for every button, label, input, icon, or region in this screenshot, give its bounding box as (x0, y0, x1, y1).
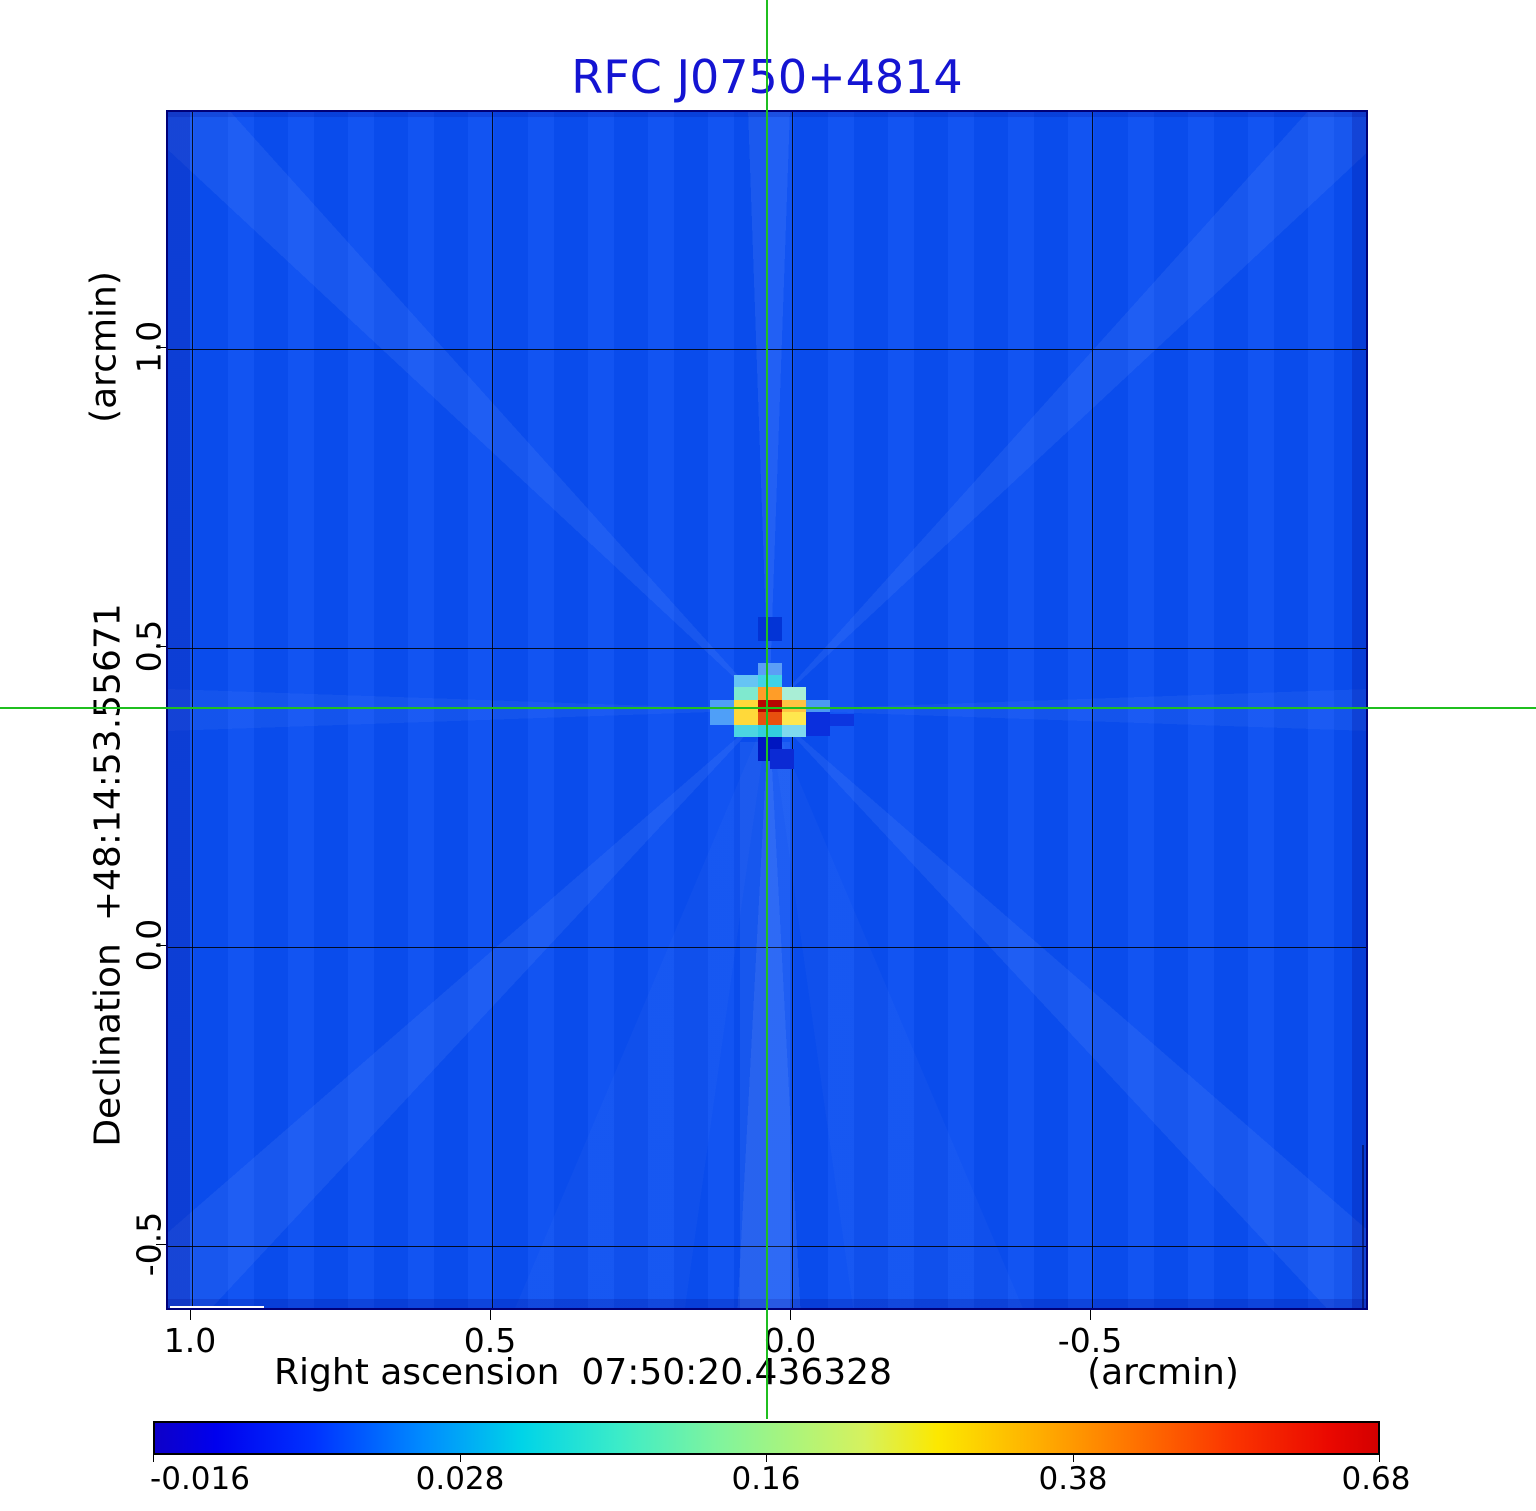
colorbar-tick (460, 1455, 461, 1462)
colorbar-tick-label: 0.38 (1038, 1461, 1108, 1497)
source-pixel (782, 712, 806, 725)
x-axis-title: Right ascension 07:50:20.436328 (274, 1352, 892, 1393)
map-edge-right (1352, 112, 1366, 1308)
x-tick--0.5 (1090, 1310, 1091, 1320)
colorbar-tick (153, 1455, 154, 1462)
source-pixel (830, 714, 854, 726)
source-pixel (758, 617, 782, 641)
grid-line-ra--0.5 (1092, 112, 1093, 1308)
x-axis-name: Right ascension (274, 1352, 560, 1393)
source-pixel (734, 675, 758, 687)
x-tick-1.0 (190, 1310, 191, 1320)
y-tick-label: 0.5 (129, 619, 169, 673)
source-pixel (758, 663, 782, 675)
x-tick-label: 0.5 (463, 1321, 517, 1360)
source-pixel (758, 687, 782, 700)
y-tick-label: 1.0 (129, 320, 169, 374)
x-axis-unit: (arcmin) (1087, 1352, 1239, 1393)
colorbar-tick-label: 0.16 (731, 1461, 801, 1497)
crosshair-vertical-line (766, 0, 768, 1419)
source-pixel (710, 700, 734, 725)
source-pixel (734, 725, 758, 737)
y-tick-label: 0.0 (129, 918, 169, 972)
y-tick-0.5 (156, 646, 166, 647)
source-pixel (758, 675, 782, 687)
central-source (168, 112, 1366, 1308)
scale-bar (170, 1306, 264, 1308)
source-pixel (734, 700, 758, 725)
y-axis-unit: (arcmin) (83, 271, 125, 423)
y-axis-name: Declination (87, 943, 129, 1147)
source-pixel (770, 749, 794, 769)
x-tick-label: -0.5 (1057, 1321, 1123, 1360)
y-tick-1.0 (156, 347, 166, 348)
edge-artifact-line (1362, 1145, 1364, 1308)
source-pixel (758, 712, 782, 725)
x-tick-label: 1.0 (163, 1321, 217, 1360)
crosshair-horizontal-line (0, 707, 1536, 709)
x-tick-0.5 (490, 1310, 491, 1320)
source-pixel (734, 687, 758, 700)
source-pixel (782, 700, 806, 712)
x-axis-coordinate-value: 07:50:20.436328 (581, 1352, 892, 1393)
colorbar (153, 1421, 1380, 1455)
y-tick-0.0 (156, 945, 166, 946)
grid-line-ra-1.0 (192, 112, 193, 1308)
grid-line-ra-0.5 (492, 112, 493, 1308)
source-pixel (758, 700, 782, 712)
y-tick--0.5 (156, 1244, 166, 1245)
x-tick-label: 0.0 (763, 1321, 817, 1360)
sidelobe-vertical-stripe (740, 742, 790, 1308)
x-tick-0.0 (790, 1310, 791, 1320)
source-pixel (782, 725, 806, 737)
colorbar-tick-label: 0.028 (415, 1461, 505, 1497)
map-edge-left (168, 112, 190, 1308)
source-pixel (806, 700, 830, 712)
y-tick-label: -0.5 (129, 1211, 169, 1277)
source-pixel (782, 687, 806, 700)
source-pixel (758, 725, 782, 737)
colorbar-tick (1073, 1455, 1074, 1462)
y-axis-title: Declination +48:14:53.55671 (88, 603, 129, 1146)
colorbar-tick (1379, 1455, 1380, 1462)
colorbar-tick (766, 1455, 767, 1462)
colorbar-tick-label: 0.68 (1341, 1461, 1411, 1497)
colorbar-tick-label: -0.016 (150, 1461, 250, 1497)
source-pixel (806, 712, 830, 736)
y-axis-coordinate-value: +48:14:53.55671 (87, 603, 129, 922)
